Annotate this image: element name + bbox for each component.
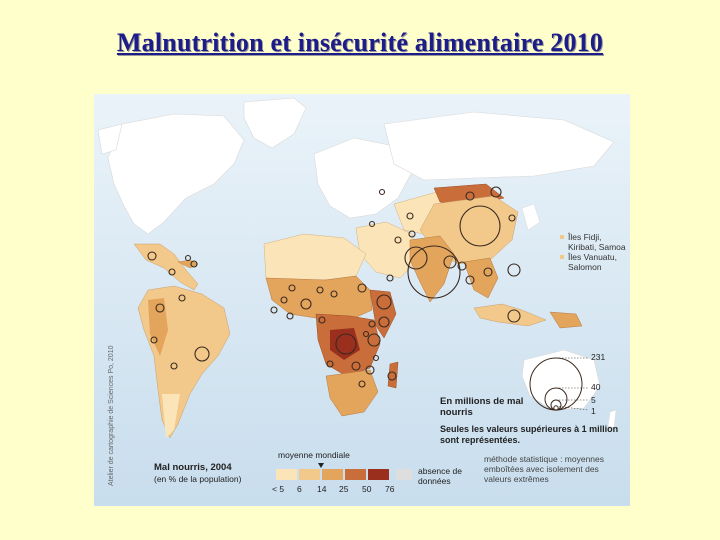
world-map	[94, 94, 630, 506]
class-swatch-2	[299, 469, 320, 480]
circle-malawi	[372, 354, 380, 362]
circle-peru	[150, 336, 158, 344]
circle-value-231: 231	[591, 352, 606, 362]
circle-pakistan	[404, 246, 428, 270]
circle-burkina	[280, 296, 288, 304]
circle-madagascar	[387, 371, 397, 381]
legend-world-average: moyenne mondiale	[278, 450, 350, 460]
legend-threshold-note: Seules les valeurs supérieures à 1 milli…	[440, 424, 619, 445]
circle-cuba	[184, 254, 192, 262]
circle-kenya	[378, 316, 390, 328]
circle-yemen	[386, 274, 394, 282]
land-africa-south	[325, 369, 379, 417]
circle-indonesia	[507, 309, 521, 323]
circle-tanzania	[367, 333, 381, 347]
circle-brazil	[194, 346, 210, 362]
circle-guatemala	[168, 268, 176, 276]
circle-nigeria	[300, 298, 312, 310]
circle-turkey	[368, 220, 376, 228]
circle-niger	[316, 286, 324, 294]
class-swatch-4	[345, 469, 366, 480]
circle-bolivia	[170, 362, 178, 370]
land-new-zealand	[607, 409, 617, 429]
world-average-marker	[318, 463, 324, 468]
circle-nkorea	[508, 214, 516, 222]
circle-haiti	[190, 260, 198, 268]
circle-value-1: 1	[591, 406, 596, 416]
land-indonesia	[473, 303, 547, 327]
circle-angola	[326, 360, 334, 368]
circle-china	[459, 205, 501, 247]
land-papua	[549, 311, 583, 329]
no-data-label: absence de données	[418, 466, 462, 486]
class-break-1: < 5	[272, 484, 285, 494]
circle-ukraine	[378, 188, 386, 196]
no-data-swatch	[396, 469, 412, 480]
circle-zimbabwe	[358, 380, 366, 388]
circle-ivory	[286, 312, 294, 320]
circle-iran	[394, 236, 402, 244]
land-korea-japan	[521, 203, 541, 231]
slide-title: Malnutrition et insécurité alimentaire 2…	[116, 28, 604, 57]
class-break-6: 76	[385, 484, 395, 494]
land-alaska	[97, 123, 123, 155]
circle-ethiopia	[376, 294, 392, 310]
class-swatch-5	[368, 469, 389, 480]
land-south-asia	[409, 235, 455, 303]
legend-leader-lines	[555, 357, 589, 411]
class-break-3: 14	[317, 484, 327, 494]
land-africa-sahel	[265, 275, 373, 321]
circle-thailand	[465, 275, 475, 285]
land-europe	[313, 137, 413, 219]
class-break-4: 25	[339, 484, 349, 494]
circle-philippines	[507, 263, 521, 277]
circle-value-40: 40	[591, 382, 601, 392]
circle-sudan	[357, 283, 367, 293]
circle-myanmar	[457, 261, 467, 271]
land-mexico-central-america	[133, 243, 199, 291]
circle-india	[407, 245, 461, 299]
circle-mongolia	[465, 191, 475, 201]
land-caribbean	[177, 259, 199, 269]
circle-value-5: 5	[591, 395, 596, 405]
circle-rwanda	[362, 330, 370, 338]
land-russia	[383, 111, 615, 181]
class-swatch-3	[322, 469, 343, 480]
map-figure: Atelier de cartographie de Sciences Po, …	[94, 94, 630, 506]
land-cone-south	[162, 394, 180, 438]
map-credit: Atelier de cartographie de Sciences Po, …	[108, 345, 115, 486]
circle-cameroon	[318, 316, 326, 324]
circle-zambia	[351, 361, 361, 371]
circle-uzbek	[406, 212, 414, 220]
land-greenland	[243, 97, 307, 149]
island-note-fiji: Îles Fidji, Kiribati, Samoa	[560, 232, 630, 252]
land-andes-high	[148, 298, 168, 356]
class-break-2: 6	[297, 484, 302, 494]
land-north-america	[107, 113, 245, 235]
land-australia	[521, 349, 601, 411]
legend-choropleth-subtitle: (en % de la population)	[154, 474, 242, 484]
circle-guinea	[270, 306, 278, 314]
circle-bangladesh	[443, 255, 457, 269]
legend-choropleth-title: Mal nourris, 2004	[154, 462, 232, 473]
island-note-vanuatu: Îles Vanuatu, Salomon	[560, 252, 630, 272]
circle-colombia	[155, 303, 165, 313]
circle-mali	[288, 284, 296, 292]
circle-vietnam	[483, 267, 493, 277]
legend-circle-1	[553, 405, 559, 411]
proportional-circles	[147, 186, 521, 388]
class-swatch-1	[276, 469, 297, 480]
circle-venezuela	[178, 294, 186, 302]
circle-mexico	[147, 251, 157, 261]
circle-russia-east	[490, 186, 502, 198]
class-break-5: 50	[362, 484, 372, 494]
legend-circle-unit: En millions de mal nourris	[440, 396, 524, 418]
circle-uganda	[368, 320, 376, 328]
circle-afghanistan	[408, 230, 416, 238]
island-notes: Îles Fidji, Kiribati, Samoa Îles Vanuatu…	[560, 232, 630, 272]
circle-drc	[335, 333, 357, 355]
circle-mozambique	[365, 365, 375, 375]
circle-chad	[330, 290, 338, 298]
method-note: méthode statistique : moyennes emboîtées…	[484, 454, 605, 484]
